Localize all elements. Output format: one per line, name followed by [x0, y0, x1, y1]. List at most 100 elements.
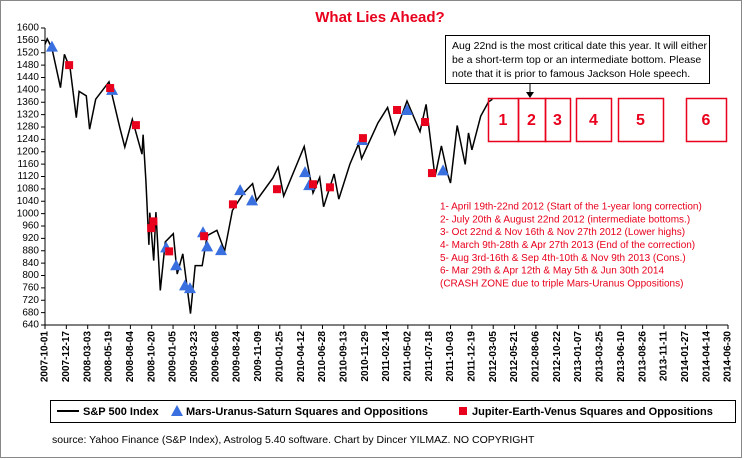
event-marker — [201, 240, 214, 252]
note-text: 1- April 19th-22nd 2012 (Start of the 1-… — [440, 202, 702, 213]
x-tick-label: 2007-10-01 — [40, 331, 51, 383]
event-marker — [437, 164, 450, 176]
event-marker — [325, 183, 334, 192]
y-tick-label: 640 — [22, 320, 39, 331]
note-text: 3- Oct 22nd & Nov 16th & Nov 27th 2012 (… — [440, 227, 685, 238]
x-tick-label: 2013-01-07 — [573, 331, 584, 383]
y-tick-label: 760 — [22, 283, 39, 294]
callout-text: be a short-term top or an intermediate b… — [452, 54, 701, 66]
event-marker — [149, 217, 158, 226]
x-tick-label: 2013-11-11 — [659, 331, 670, 381]
y-tick-label: 1520 — [17, 47, 40, 58]
x-tick-label: 2012-03-05 — [488, 331, 499, 383]
y-tick-label: 1480 — [17, 60, 40, 71]
y-tick-label: 1400 — [17, 85, 40, 96]
note-text: 2- July 20th & August 22nd 2012 (interme… — [440, 214, 690, 225]
x-tick-label: 2013-08-26 — [637, 331, 648, 383]
period-box — [544, 97, 572, 143]
y-tick-label: 1120 — [17, 171, 39, 182]
legend-label: Mars-Uranus-Saturn Squares and Oppositio… — [186, 406, 428, 418]
period-label: 5 — [636, 112, 645, 129]
x-tick-label: 2009-03-23 — [189, 331, 200, 383]
legend-swatch — [459, 407, 467, 415]
x-tick-label: 2012-10-22 — [552, 331, 563, 383]
note-text: (CRASH ZONE due to triple Mars-Uranus Op… — [440, 278, 683, 289]
y-tick-label: 1600 — [17, 23, 40, 34]
event-marker — [65, 61, 74, 70]
x-tick-label: 2014-01-27 — [680, 331, 691, 383]
event-marker — [427, 169, 436, 178]
x-tick-label: 2011-05-02 — [402, 331, 413, 382]
x-tick-label: 2007-12-17 — [61, 331, 72, 383]
y-tick-label: 800 — [22, 270, 39, 281]
event-marker — [401, 103, 414, 115]
event-marker — [358, 134, 367, 143]
x-tick-label: 2010-11-29 — [360, 331, 371, 382]
period-box — [575, 97, 613, 143]
callout-box — [445, 35, 710, 84]
period-label: 2 — [527, 112, 536, 129]
event-marker — [131, 121, 140, 130]
x-tick-label: 2012-05-21 — [509, 331, 520, 383]
x-tick-label: 2008-08-04 — [125, 331, 136, 383]
note-text: 4- March 9th-28th & Apr 27th 2013 (End o… — [440, 240, 695, 251]
chart-title: What Lies Ahead? — [315, 9, 444, 26]
y-tick-label: 1240 — [17, 134, 40, 145]
y-tick-label: 1360 — [17, 97, 40, 108]
event-marker — [421, 118, 430, 127]
x-tick-label: 2009-11-09 — [253, 331, 264, 382]
event-marker — [200, 232, 209, 241]
period-box — [617, 97, 665, 143]
note-text: 6- Mar 29th & Apr 12th & May 5th & Jun 3… — [440, 266, 664, 277]
callout-arrowhead — [526, 92, 534, 98]
event-marker — [228, 200, 237, 209]
x-tick-label: 2014-04-14 — [701, 331, 712, 383]
period-box — [685, 97, 728, 143]
x-tick-label: 2008-10-20 — [146, 331, 157, 383]
period-label: 3 — [553, 112, 562, 129]
x-tick-label: 2011-02-14 — [381, 331, 392, 382]
x-tick-label: 2009-08-24 — [232, 331, 243, 383]
x-tick-label: 2008-05-19 — [104, 331, 115, 383]
y-tick-label: 1160 — [17, 159, 39, 170]
event-marker — [215, 244, 228, 256]
event-marker — [246, 194, 259, 206]
x-tick-label: 2010-01-25 — [274, 331, 285, 383]
y-tick-label: 880 — [22, 245, 39, 256]
x-tick-label: 2011-07-18 — [424, 331, 435, 382]
x-tick-label: 2008-03-03 — [82, 331, 93, 383]
y-tick-label: 920 — [22, 233, 39, 244]
x-tick-label: 2012-08-06 — [531, 331, 542, 383]
y-tick-label: 680 — [22, 307, 39, 318]
period-label: 6 — [702, 112, 711, 129]
period-label: 1 — [499, 112, 508, 129]
legend-box — [50, 400, 736, 423]
y-tick-label: 960 — [22, 221, 39, 232]
x-tick-label: 2009-06-08 — [210, 331, 221, 383]
x-tick-label: 2011-10-03 — [445, 331, 456, 382]
y-tick-label: 1560 — [17, 35, 40, 46]
y-tick-label: 1320 — [17, 109, 40, 120]
y-tick-label: 840 — [22, 258, 39, 269]
y-tick-label: 720 — [22, 295, 39, 306]
x-tick-label: 2011-12-19 — [467, 331, 478, 382]
y-tick-label: 1000 — [17, 208, 40, 219]
x-tick-label: 2010-04-12 — [296, 331, 307, 383]
event-marker — [299, 166, 312, 178]
period-label: 4 — [589, 112, 598, 129]
event-marker — [183, 282, 196, 294]
legend-label: S&P 500 Index — [83, 406, 159, 418]
event-marker — [147, 224, 156, 233]
callout-text: Aug 22nd is the most critical date this … — [452, 40, 708, 52]
legend-swatch — [171, 405, 183, 416]
x-tick-label: 2010-06-28 — [317, 331, 328, 383]
y-tick-label: 1440 — [17, 72, 40, 83]
event-marker — [393, 105, 402, 114]
x-tick-label: 2014-06-30 — [723, 331, 734, 383]
y-tick-label: 1280 — [17, 122, 40, 133]
y-tick-label: 1200 — [17, 146, 40, 157]
x-tick-label: 2009-01-05 — [168, 331, 179, 383]
event-marker — [309, 180, 318, 189]
event-marker — [165, 247, 174, 256]
